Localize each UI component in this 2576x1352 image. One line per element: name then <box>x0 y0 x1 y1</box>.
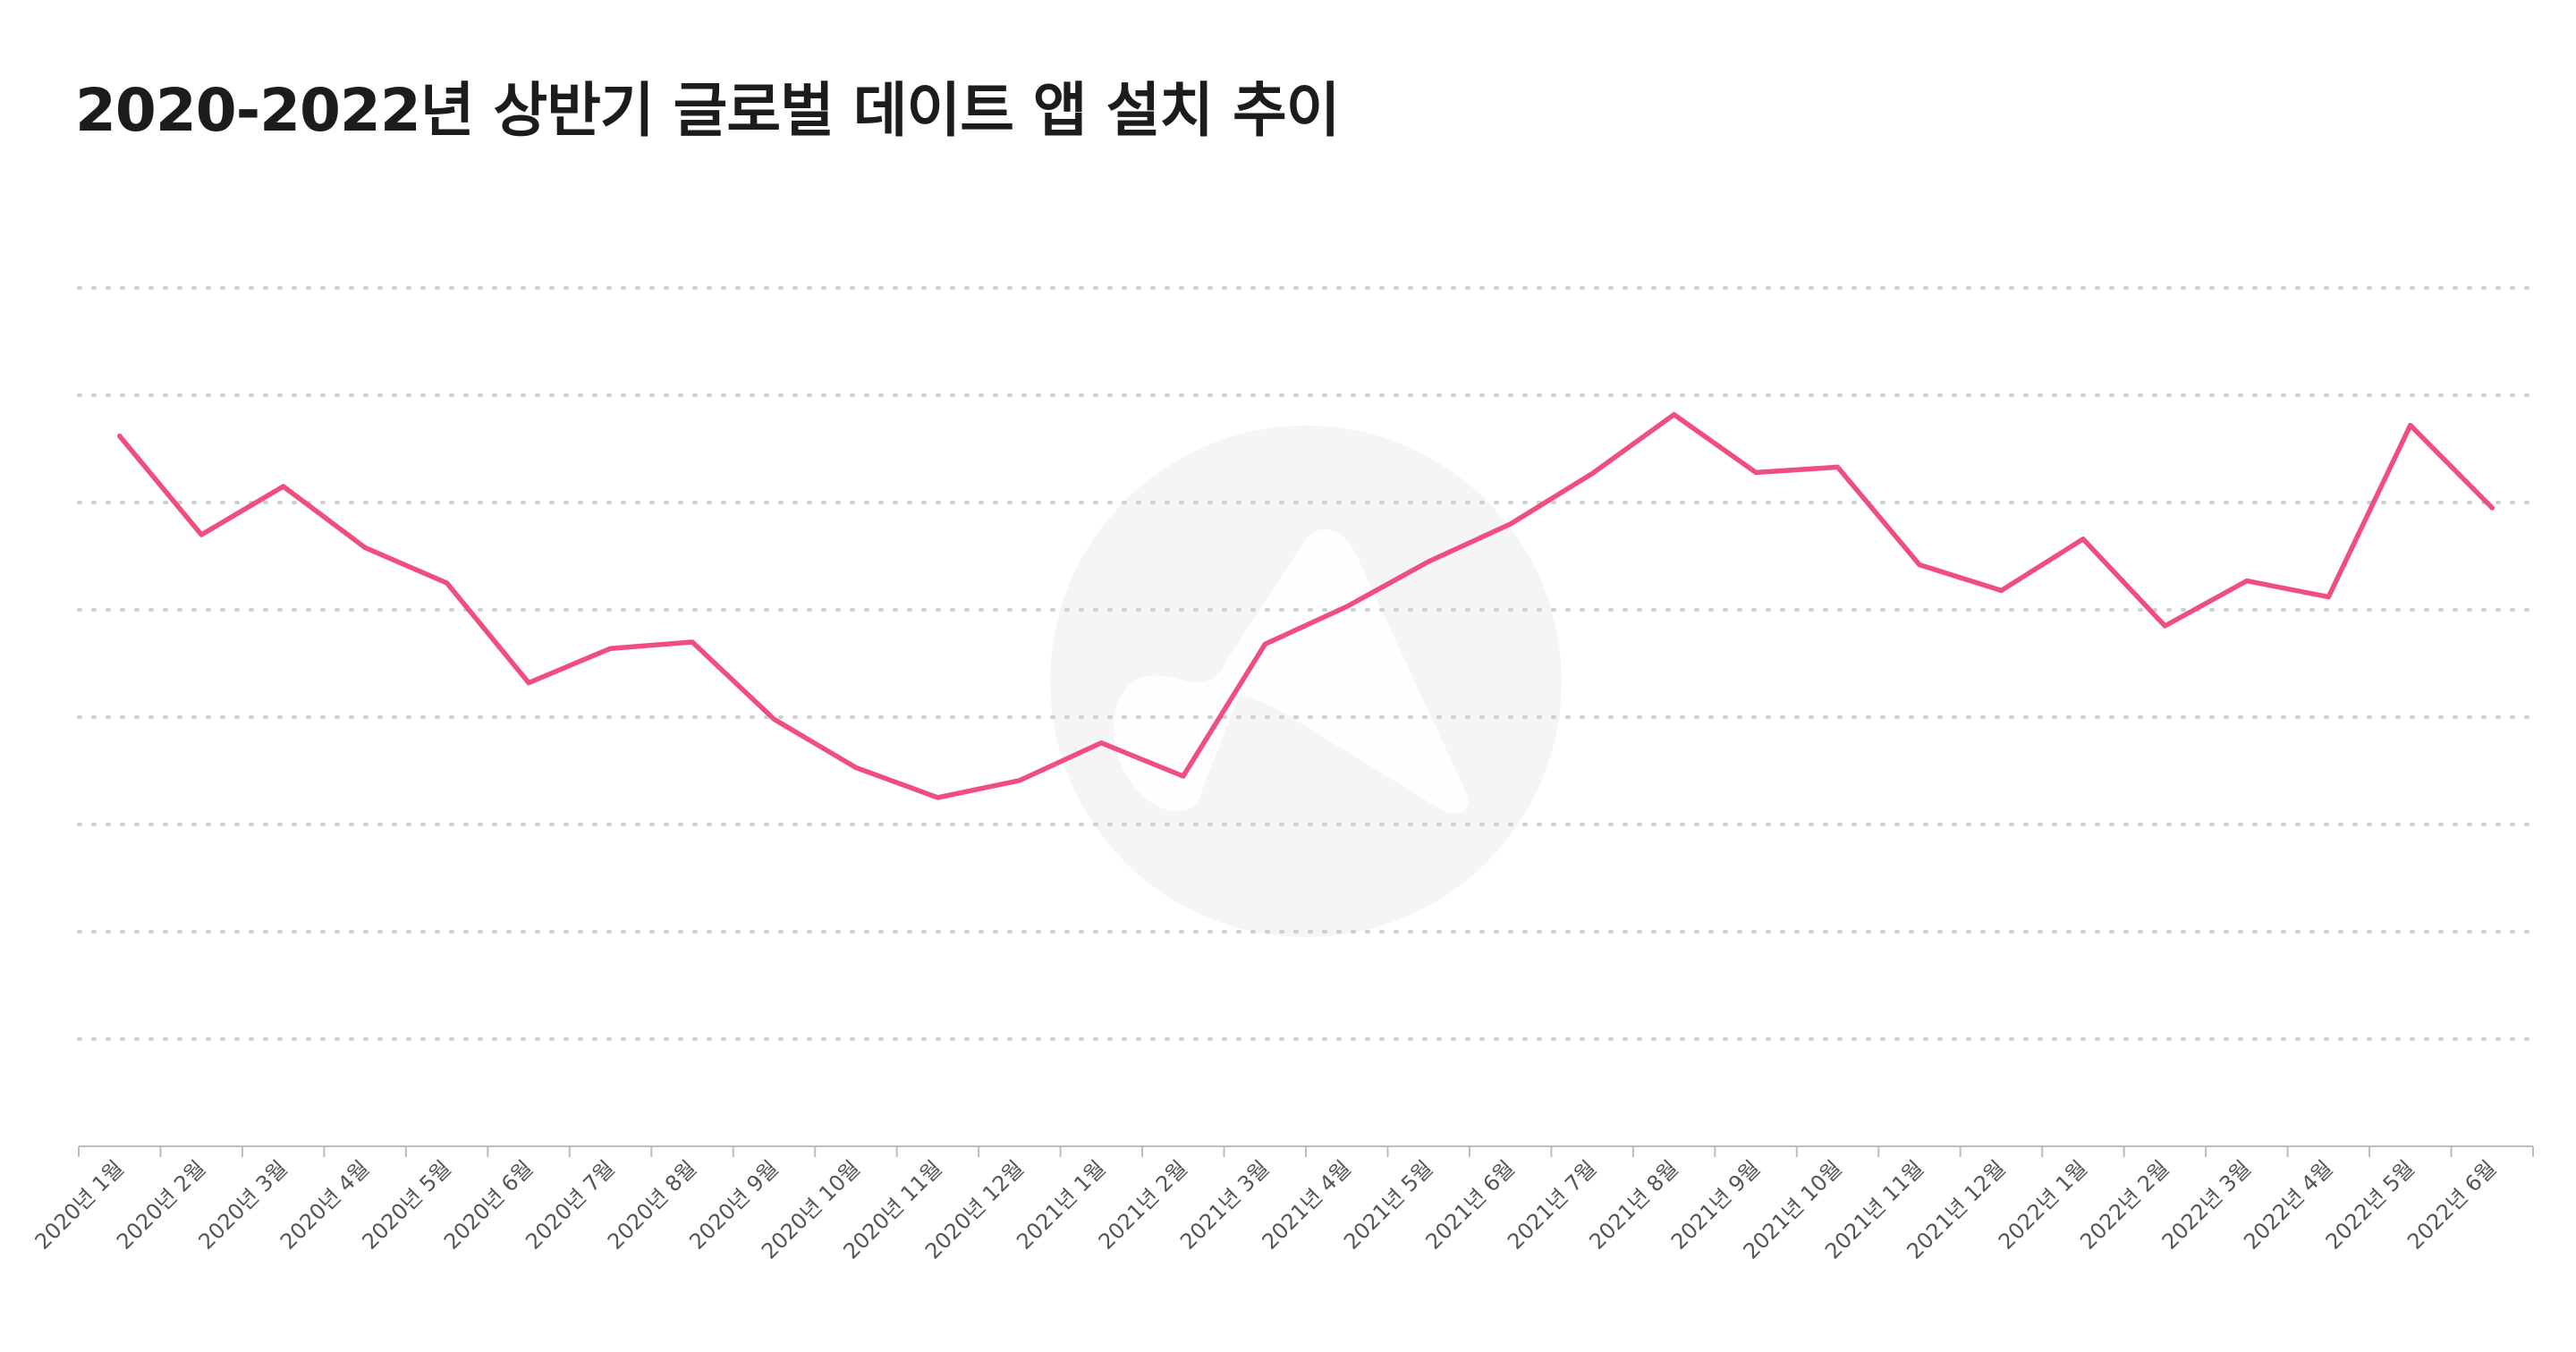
data-point <box>2000 589 2002 591</box>
data-point <box>2491 507 2493 509</box>
data-point <box>1591 473 1593 475</box>
data-point <box>283 486 284 487</box>
data-point <box>936 797 938 799</box>
data-point <box>1100 742 1102 744</box>
data-point <box>1510 523 1512 525</box>
data-point <box>773 718 775 720</box>
data-point <box>2327 596 2329 598</box>
data-point <box>610 647 612 649</box>
data-point <box>1919 564 1920 566</box>
data-point <box>119 435 121 437</box>
data-point <box>364 546 366 548</box>
data-point <box>2246 580 2248 582</box>
series-layer <box>116 411 2496 800</box>
grid-lines <box>77 286 2535 1041</box>
x-tick-label: 2022년 6월 <box>2402 1155 2501 1254</box>
x-axis <box>78 1145 2534 1157</box>
data-point <box>1182 775 1184 777</box>
data-point <box>1837 466 1839 468</box>
data-point <box>1755 471 1757 473</box>
data-point <box>691 641 693 643</box>
data-point <box>1264 643 1266 645</box>
data-point <box>446 582 448 584</box>
data-point <box>2082 538 2084 540</box>
data-point <box>200 534 202 536</box>
series-line <box>116 411 2496 800</box>
chart-title: 2020-2022년 상반기 글로벌 데이트 앱 설치 추이 <box>75 76 1340 145</box>
data-point <box>1019 780 1021 782</box>
data-point <box>2410 425 2411 427</box>
data-point <box>855 766 857 768</box>
data-point <box>1346 605 1348 607</box>
data-point <box>528 682 530 684</box>
